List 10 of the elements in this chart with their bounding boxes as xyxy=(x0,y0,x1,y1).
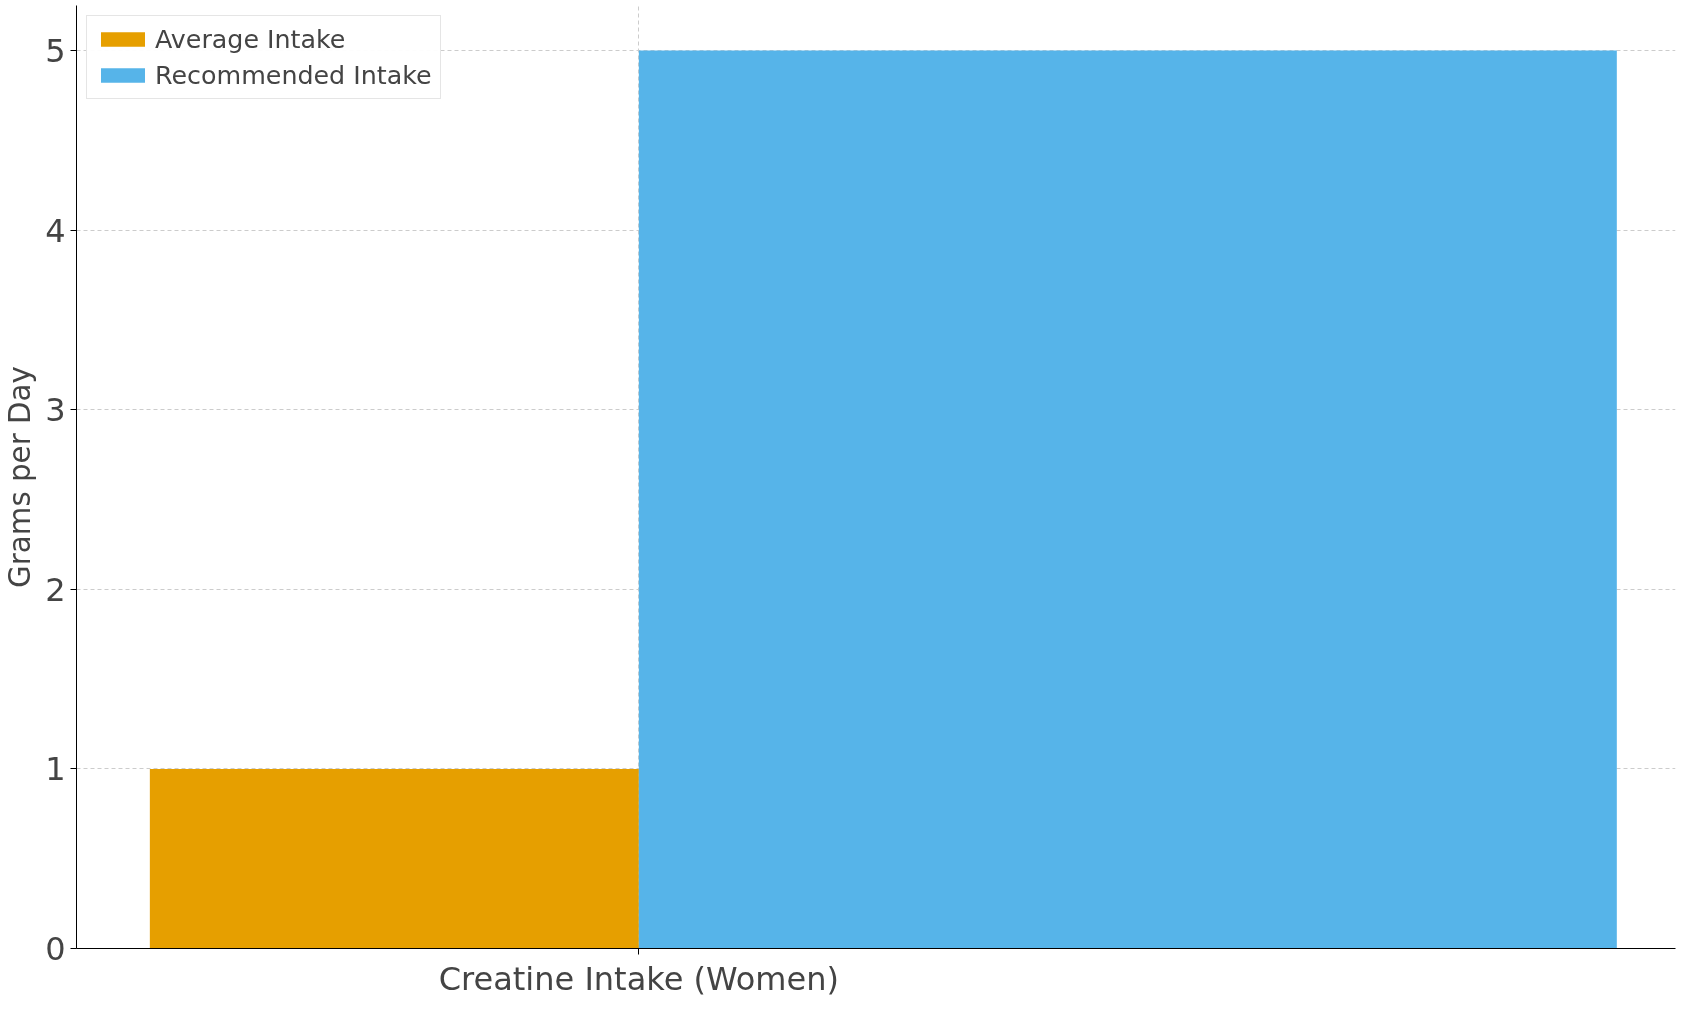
y-tick-label: 0 xyxy=(45,930,66,968)
y-axis-title: Grams per Day xyxy=(3,366,38,588)
legend-label: Average Intake xyxy=(155,24,346,54)
y-tick-label: 1 xyxy=(45,750,66,789)
x-tick-label: Creatine Intake (Women) xyxy=(438,959,839,998)
y-tick-label: 2 xyxy=(45,570,66,609)
y-tick-label: 3 xyxy=(45,391,66,430)
y-tick-label: 4 xyxy=(45,211,66,250)
legend-label: Recommended Intake xyxy=(155,60,432,90)
y-tick-label: 5 xyxy=(45,31,66,70)
